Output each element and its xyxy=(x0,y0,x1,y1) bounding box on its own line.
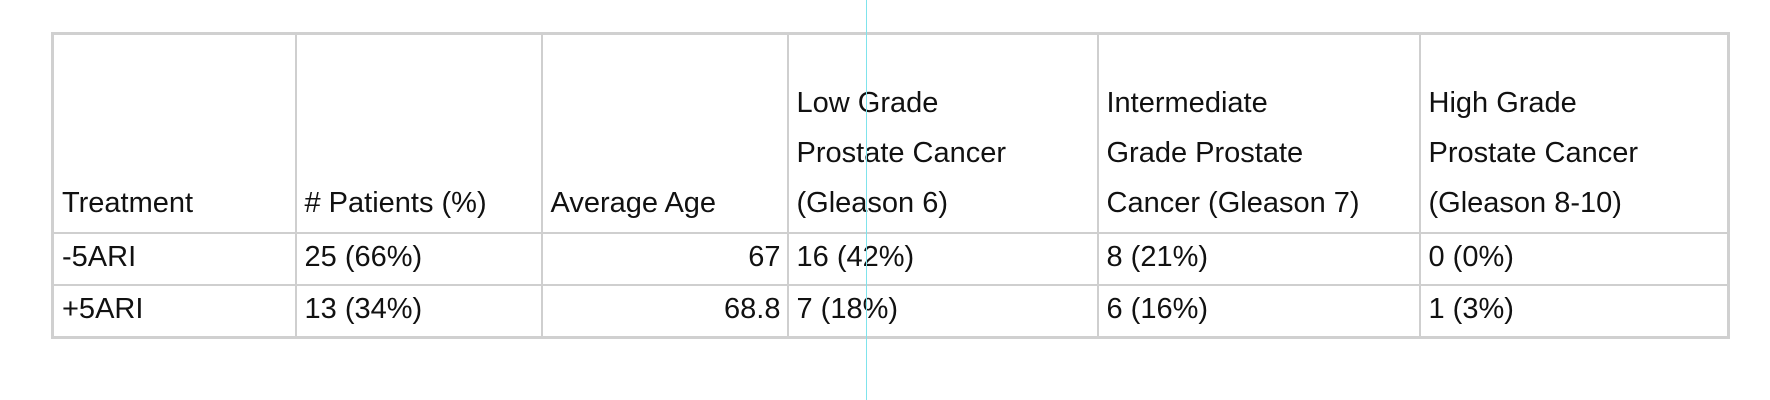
table-cell: 67 xyxy=(540,232,789,286)
table-cell: 25 (66%) xyxy=(294,232,543,286)
table-cell: 7 (18%) xyxy=(786,284,1099,339)
header-cell: Intermediate Grade Prostate Cancer (Glea… xyxy=(1096,32,1421,234)
header-cell: Treatment xyxy=(51,32,297,234)
table-cell: 13 (34%) xyxy=(294,284,543,339)
header-cell: Low Grade Prostate Cancer (Gleason 6) xyxy=(786,32,1099,234)
table-cell: +5ARI xyxy=(51,284,297,339)
header-cell: # Patients (%) xyxy=(294,32,543,234)
table-cell: 0 (0%) xyxy=(1418,232,1730,286)
table-cell: 68.8 xyxy=(540,284,789,339)
table-row: -5ARI 25 (66%) 67 16 (42%) 8 (21%) 0 (0%) xyxy=(51,232,1730,286)
table-cell: 16 (42%) xyxy=(786,232,1099,286)
table-cell: 8 (21%) xyxy=(1096,232,1421,286)
table-body: -5ARI 25 (66%) 67 16 (42%) 8 (21%) 0 (0%) +5AR… xyxy=(51,232,1730,339)
table-header: Treatment # Patients (%) Average Age Low Gr… xyxy=(51,32,1730,234)
cursor-line xyxy=(866,0,867,400)
header-row: Treatment # Patients (%) Average Age Low Gr… xyxy=(51,32,1730,234)
table-cell: 1 (3%) xyxy=(1418,284,1730,339)
header-cell: High Grade Prostate Cancer (Gleason 8-10… xyxy=(1418,32,1730,234)
table-row: +5ARI 13 (34%) 68.8 7 (18%) 6 (16%) 1 (3%) xyxy=(51,284,1730,339)
table-cell: -5ARI xyxy=(51,232,297,286)
header-cell: Average Age xyxy=(540,32,789,234)
table-cell: 6 (16%) xyxy=(1096,284,1421,339)
data-table: Treatment # Patients (%) Average Age Low Gr… xyxy=(51,32,1730,339)
